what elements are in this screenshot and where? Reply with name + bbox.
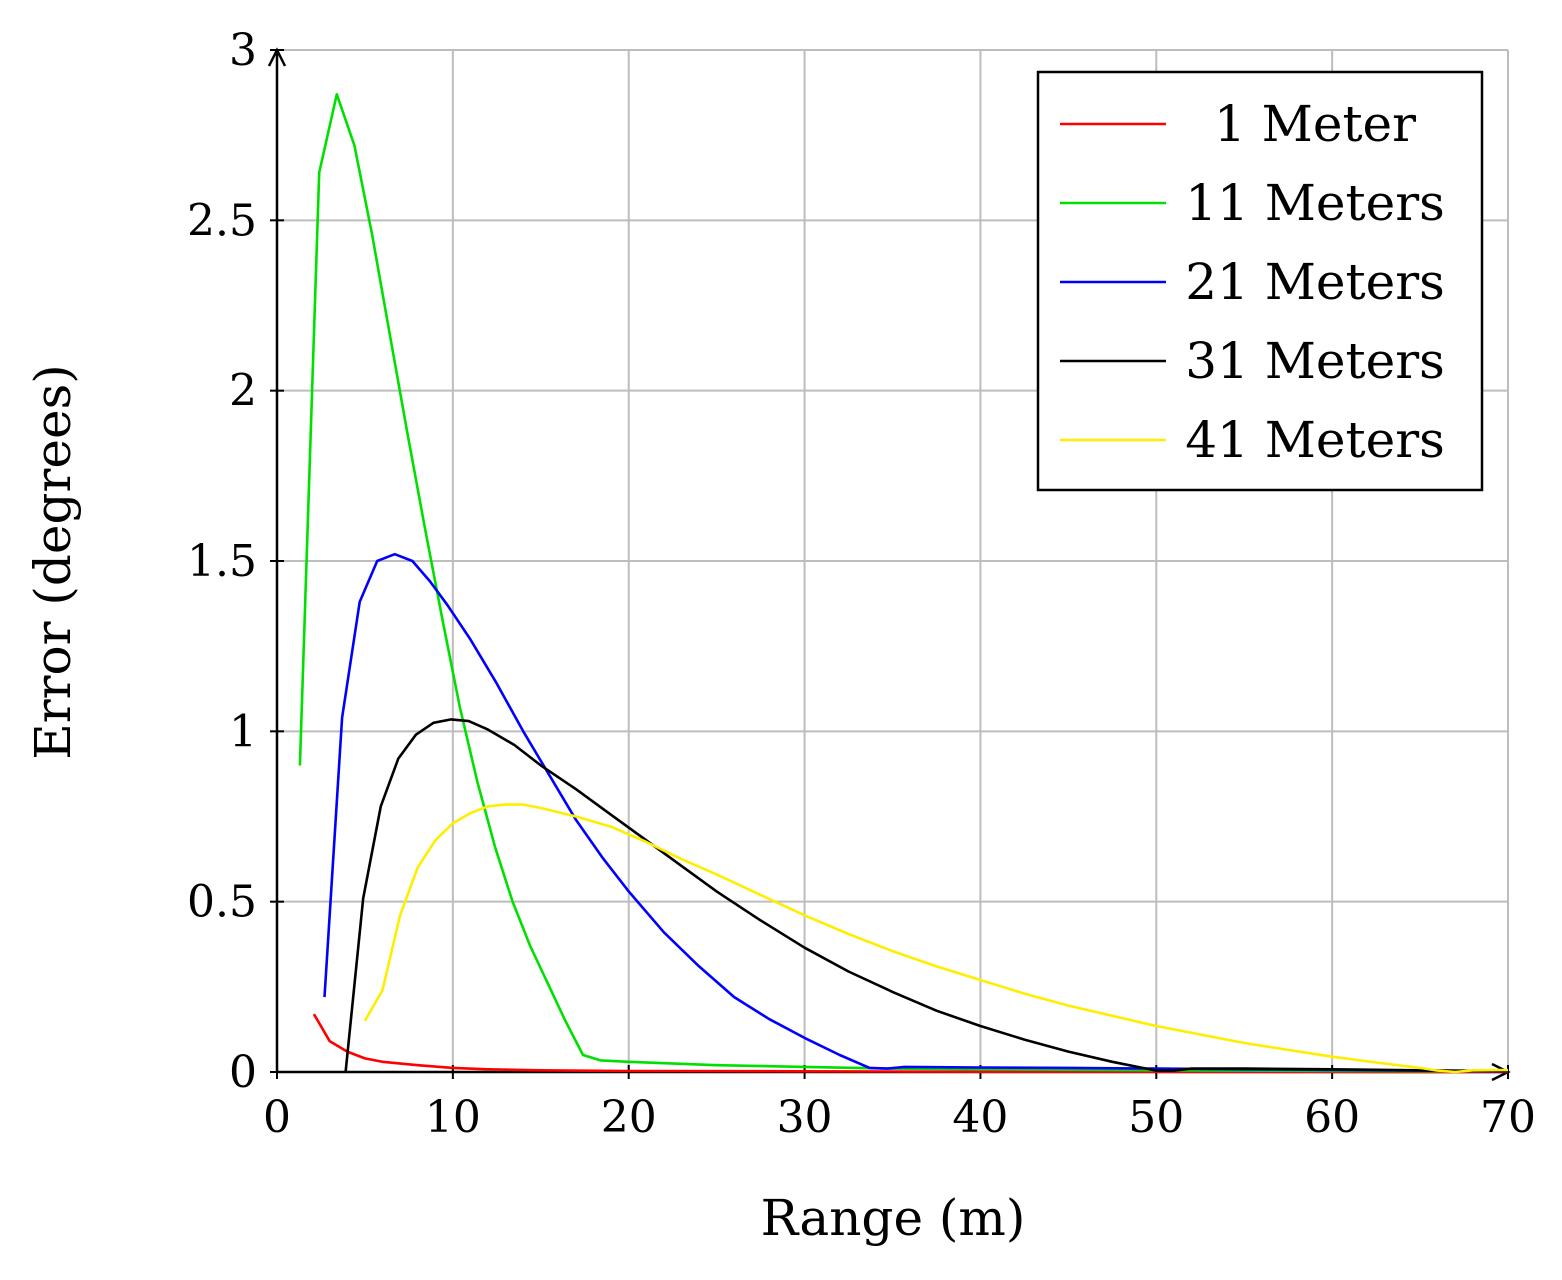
x-tick-label: 10 xyxy=(425,1092,481,1143)
y-tick-label: 0 xyxy=(229,1047,257,1098)
legend-label: 21 Meters xyxy=(1185,253,1445,311)
y-tick-label: 2.5 xyxy=(187,195,257,246)
x-tick-label: 40 xyxy=(952,1092,1008,1143)
x-tick-label: 70 xyxy=(1480,1092,1536,1143)
series-line-31-meters xyxy=(344,718,1509,1073)
y-tick-label: 1.5 xyxy=(187,536,257,587)
y-axis-label: Error (degrees) xyxy=(24,364,82,760)
legend: 1 Meter 11 Meters 21 Meters 31 Meters 41 Met… xyxy=(1036,70,1484,492)
legend-item: 11 Meters xyxy=(1060,174,1445,232)
series-line-41-meters xyxy=(363,803,1509,1074)
x-tick-label: 50 xyxy=(1128,1092,1184,1143)
y-tick-label: 2 xyxy=(229,366,257,417)
x-tick-label: 20 xyxy=(601,1092,657,1143)
x-axis-label: Range (m) xyxy=(761,1189,1026,1247)
legend-item: 21 Meters xyxy=(1060,253,1445,311)
legend-item: 1 Meter xyxy=(1060,95,1416,153)
legend-label: 1 Meter xyxy=(1214,95,1416,153)
y-tick-label: 3 xyxy=(229,25,257,76)
legend-item: 41 Meters xyxy=(1060,411,1445,469)
ticks: 0 10 20 30 40 50 60 70 0 0.5 1 1.5 2 2.5 3 xyxy=(187,25,1536,1143)
x-tick-label: 0 xyxy=(263,1092,291,1143)
series-line-21-meters xyxy=(323,552,1509,1073)
legend-label: 11 Meters xyxy=(1185,174,1445,232)
series-line-1-meter xyxy=(312,1013,1509,1074)
y-tick-label: 1 xyxy=(229,706,257,757)
series-lines xyxy=(298,93,1509,1074)
x-tick-label: 60 xyxy=(1304,1092,1360,1143)
legend-item: 31 Meters xyxy=(1060,332,1445,390)
legend-label: 41 Meters xyxy=(1185,411,1445,469)
y-tick-label: 0.5 xyxy=(187,877,257,928)
legend-label: 31 Meters xyxy=(1185,332,1445,390)
x-tick-label: 30 xyxy=(777,1092,833,1143)
